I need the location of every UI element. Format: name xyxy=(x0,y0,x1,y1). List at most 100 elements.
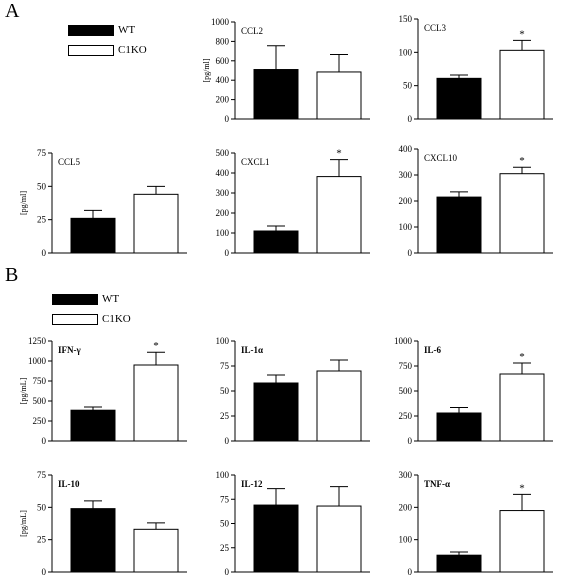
bar-wt xyxy=(70,508,116,573)
y-tick-label: 100 xyxy=(216,228,230,238)
bar-c1ko xyxy=(499,373,545,442)
y-tick-label: 300 xyxy=(399,170,413,180)
chart-cxcl1: 0 100 200 300 400 500 CXCL1 * xyxy=(216,148,370,258)
bar-c1ko xyxy=(133,193,179,254)
y-tick-label: 500 xyxy=(216,148,230,158)
y-tick-label: 0 xyxy=(42,436,47,446)
legend-label-wt: WT xyxy=(118,24,136,36)
bar-wt xyxy=(253,69,299,120)
chart-ccl3: 0 50 100 150 CCL3 * xyxy=(399,14,553,124)
bar-wt xyxy=(253,504,299,573)
chart-title: CXCL10 xyxy=(424,153,458,163)
y-tick-label: 600 xyxy=(216,56,230,66)
bar-wt xyxy=(436,196,482,254)
y-tick-label: 150 xyxy=(399,14,413,24)
y-tick-label: 75 xyxy=(220,361,230,371)
bar-wt xyxy=(436,554,482,573)
y-tick-label: 0 xyxy=(408,436,413,446)
y-tick-label: 50 xyxy=(37,502,47,512)
y-tick-label: 800 xyxy=(216,36,230,46)
chart-title: IL-1α xyxy=(241,345,263,355)
y-tick-label: 250 xyxy=(33,416,47,426)
chart-title: CCL2 xyxy=(241,26,263,36)
chart-title: IFN-γ xyxy=(58,345,81,355)
y-tick-label: 75 xyxy=(220,494,230,504)
chart-title: TNF-α xyxy=(424,479,450,489)
y-tick-label: 1000 xyxy=(211,17,230,27)
legend-item-wt: WT xyxy=(52,289,131,309)
bar-wt xyxy=(253,382,299,442)
y-tick-label: 25 xyxy=(220,411,230,421)
y-tick-label: 50 xyxy=(220,386,230,396)
y-tick-label: 50 xyxy=(403,81,413,91)
y-tick-label: 0 xyxy=(225,114,230,124)
y-tick-label: 400 xyxy=(216,75,230,85)
y-tick-label: 50 xyxy=(37,181,47,191)
bar-c1ko xyxy=(499,510,545,573)
significance-marker: * xyxy=(519,482,525,494)
y-tick-label: 25 xyxy=(37,535,47,545)
y-tick-label: 750 xyxy=(33,376,47,386)
legend-item-ko: C1KO xyxy=(68,40,147,60)
panel-letter-b: B xyxy=(5,264,19,286)
chart-il10: 0 25 50 75 IL-10 [pg/mL] xyxy=(19,470,187,577)
y-tick-label: 100 xyxy=(399,535,413,545)
y-tick-label: 400 xyxy=(399,144,413,154)
y-tick-label: 0 xyxy=(408,114,413,124)
y-tick-label: 1250 xyxy=(28,336,47,346)
chart-tnfa: 0 100 200 300 TNF-α * xyxy=(399,470,553,577)
y-axis-label: [pg/mL] xyxy=(19,377,28,404)
bar-wt xyxy=(436,77,482,120)
legend-item-wt: WT xyxy=(68,20,147,40)
y-tick-label: 100 xyxy=(216,470,230,480)
y-tick-label: 0 xyxy=(42,567,47,577)
chart-ifng: 0 250 500 750 1000 1250 IFN-γ [pg/mL] * xyxy=(19,336,187,446)
bar-wt xyxy=(436,412,482,442)
bar-c1ko xyxy=(133,528,179,573)
legend-swatch-ko xyxy=(52,313,98,325)
legend-label-wt: WT xyxy=(102,293,120,305)
chart-title: CCL5 xyxy=(58,157,81,167)
chart-title: IL-10 xyxy=(58,479,80,489)
y-tick-label: 500 xyxy=(399,386,413,396)
chart-title: CCL3 xyxy=(424,23,447,33)
y-tick-label: 1000 xyxy=(394,336,413,346)
legend-label-ko: C1KO xyxy=(118,44,147,56)
y-tick-label: 0 xyxy=(225,248,230,258)
y-tick-label: 200 xyxy=(216,95,230,105)
bar-wt xyxy=(253,230,299,254)
y-tick-label: 300 xyxy=(399,470,413,480)
y-tick-label: 0 xyxy=(225,436,230,446)
legend-label-ko: C1KO xyxy=(102,313,131,325)
y-tick-label: 500 xyxy=(33,396,47,406)
y-tick-label: 1000 xyxy=(28,356,47,366)
y-tick-label: 300 xyxy=(216,188,230,198)
significance-marker: * xyxy=(519,155,525,167)
y-tick-label: 100 xyxy=(399,222,413,232)
significance-marker: * xyxy=(153,340,159,352)
chart-title: IL-6 xyxy=(424,345,442,355)
legend-swatch-wt xyxy=(68,24,114,36)
y-tick-label: 75 xyxy=(37,148,47,158)
y-tick-label: 0 xyxy=(225,567,230,577)
chart-il1a: 0 25 50 75 100 IL-1α xyxy=(216,336,370,446)
legend-item-ko: C1KO xyxy=(52,309,131,329)
y-axis-label: [pg/ml] xyxy=(202,58,211,82)
bar-wt xyxy=(70,217,116,254)
y-tick-label: 200 xyxy=(399,502,413,512)
y-tick-label: 0 xyxy=(408,248,413,258)
bar-c1ko xyxy=(316,505,362,573)
legend-swatch-ko xyxy=(68,44,114,56)
y-tick-label: 750 xyxy=(399,361,413,371)
bar-c1ko xyxy=(316,71,362,120)
bar-c1ko xyxy=(133,364,179,442)
y-tick-label: 200 xyxy=(216,208,230,218)
y-tick-label: 25 xyxy=(220,543,230,553)
y-tick-label: 250 xyxy=(399,411,413,421)
chart-ccl2: 0 200 400 600 800 1000 CCL2 [pg/ml] xyxy=(202,17,370,124)
y-tick-label: 50 xyxy=(220,519,230,529)
bar-c1ko xyxy=(499,173,545,254)
panel-letter-a: A xyxy=(5,0,20,22)
chart-il6: 0 250 500 750 1000 IL-6 * xyxy=(394,336,553,446)
